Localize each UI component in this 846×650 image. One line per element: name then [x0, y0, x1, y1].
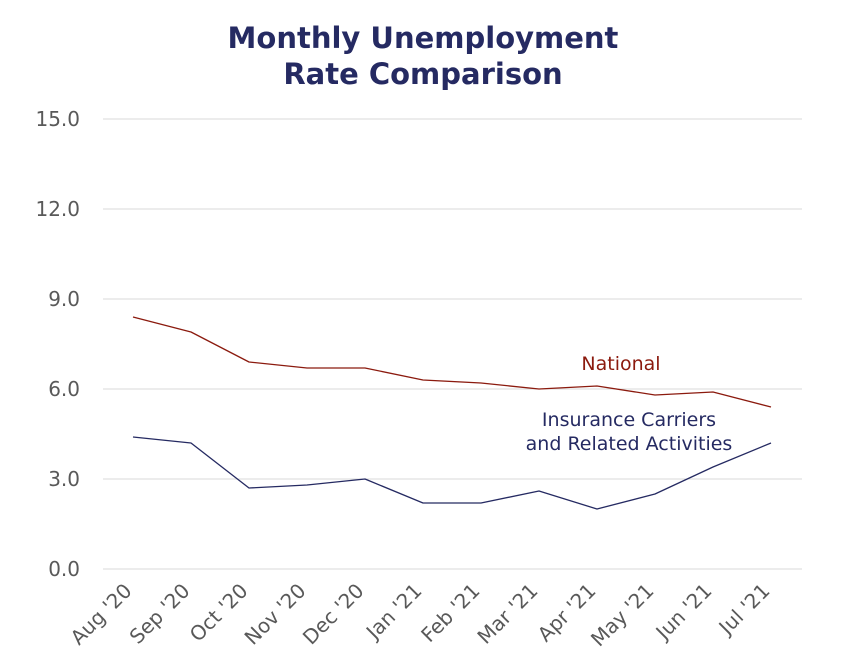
y-tick-label: 0.0: [48, 557, 80, 581]
series-line-1: [132, 436, 772, 510]
y-tick-label: 6.0: [48, 377, 80, 401]
y-axis: 0.0 3.0 6.0 9.0 12.0 15.0: [35, 107, 80, 581]
gridlines: [103, 118, 802, 570]
x-tick-label: Jan '21: [360, 579, 427, 646]
chart-title-line-1: Monthly Unemployment: [227, 21, 619, 55]
x-tick-label: Aug '20: [66, 579, 137, 650]
series-label-1: Insurance Carriers: [542, 409, 716, 431]
x-tick-label: Dec '20: [298, 579, 369, 650]
series-lines: [132, 316, 772, 510]
series-label-0: National: [581, 353, 660, 375]
x-tick-label: May '21: [586, 579, 659, 650]
series-label-1: and Related Activities: [526, 433, 733, 455]
x-tick-label: Jul '21: [713, 579, 775, 641]
x-tick-label: Feb '21: [416, 579, 484, 647]
y-tick-label: 12.0: [35, 197, 80, 221]
y-tick-label: 9.0: [48, 287, 80, 311]
chart-title: Monthly Unemployment Rate Comparison: [0, 20, 846, 92]
y-tick-label: 15.0: [35, 107, 80, 131]
x-tick-label: Jun '21: [650, 579, 717, 646]
y-tick-label: 3.0: [48, 467, 80, 491]
x-tick-label: Nov '20: [240, 579, 311, 650]
series-line-0: [132, 316, 772, 408]
x-tick-label: Sep '20: [125, 579, 195, 649]
x-tick-label: Mar '21: [472, 579, 542, 649]
chart-title-line-2: Rate Comparison: [283, 57, 563, 91]
